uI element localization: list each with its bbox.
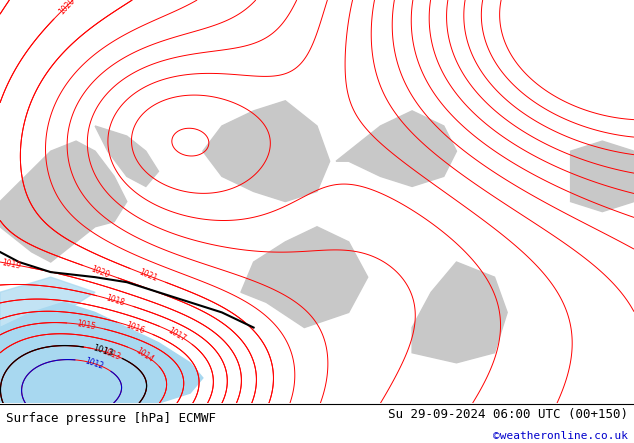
Text: 1016: 1016 <box>124 320 146 335</box>
Polygon shape <box>0 302 203 403</box>
Polygon shape <box>571 141 634 212</box>
Polygon shape <box>203 101 330 202</box>
Text: 1014: 1014 <box>134 346 155 364</box>
Text: 1021: 1021 <box>138 268 158 284</box>
Text: 1013: 1013 <box>92 344 115 359</box>
Text: Surface pressure [hPa] ECMWF: Surface pressure [hPa] ECMWF <box>6 412 216 425</box>
Text: 1013: 1013 <box>101 346 122 361</box>
Polygon shape <box>241 227 368 327</box>
Polygon shape <box>336 111 456 187</box>
Polygon shape <box>95 126 158 187</box>
Text: 1018: 1018 <box>105 294 126 308</box>
Text: 1017: 1017 <box>166 326 187 343</box>
Text: 1012: 1012 <box>83 356 104 371</box>
Polygon shape <box>0 277 95 327</box>
Text: ©weatheronline.co.uk: ©weatheronline.co.uk <box>493 431 628 441</box>
Polygon shape <box>0 141 127 262</box>
Text: 1020: 1020 <box>90 264 111 280</box>
Polygon shape <box>412 262 507 363</box>
Text: 1015: 1015 <box>75 319 96 331</box>
Text: 1020: 1020 <box>57 0 77 16</box>
Text: Su 29-09-2024 06:00 UTC (00+150): Su 29-09-2024 06:00 UTC (00+150) <box>387 408 628 421</box>
Text: 1019: 1019 <box>1 258 22 270</box>
